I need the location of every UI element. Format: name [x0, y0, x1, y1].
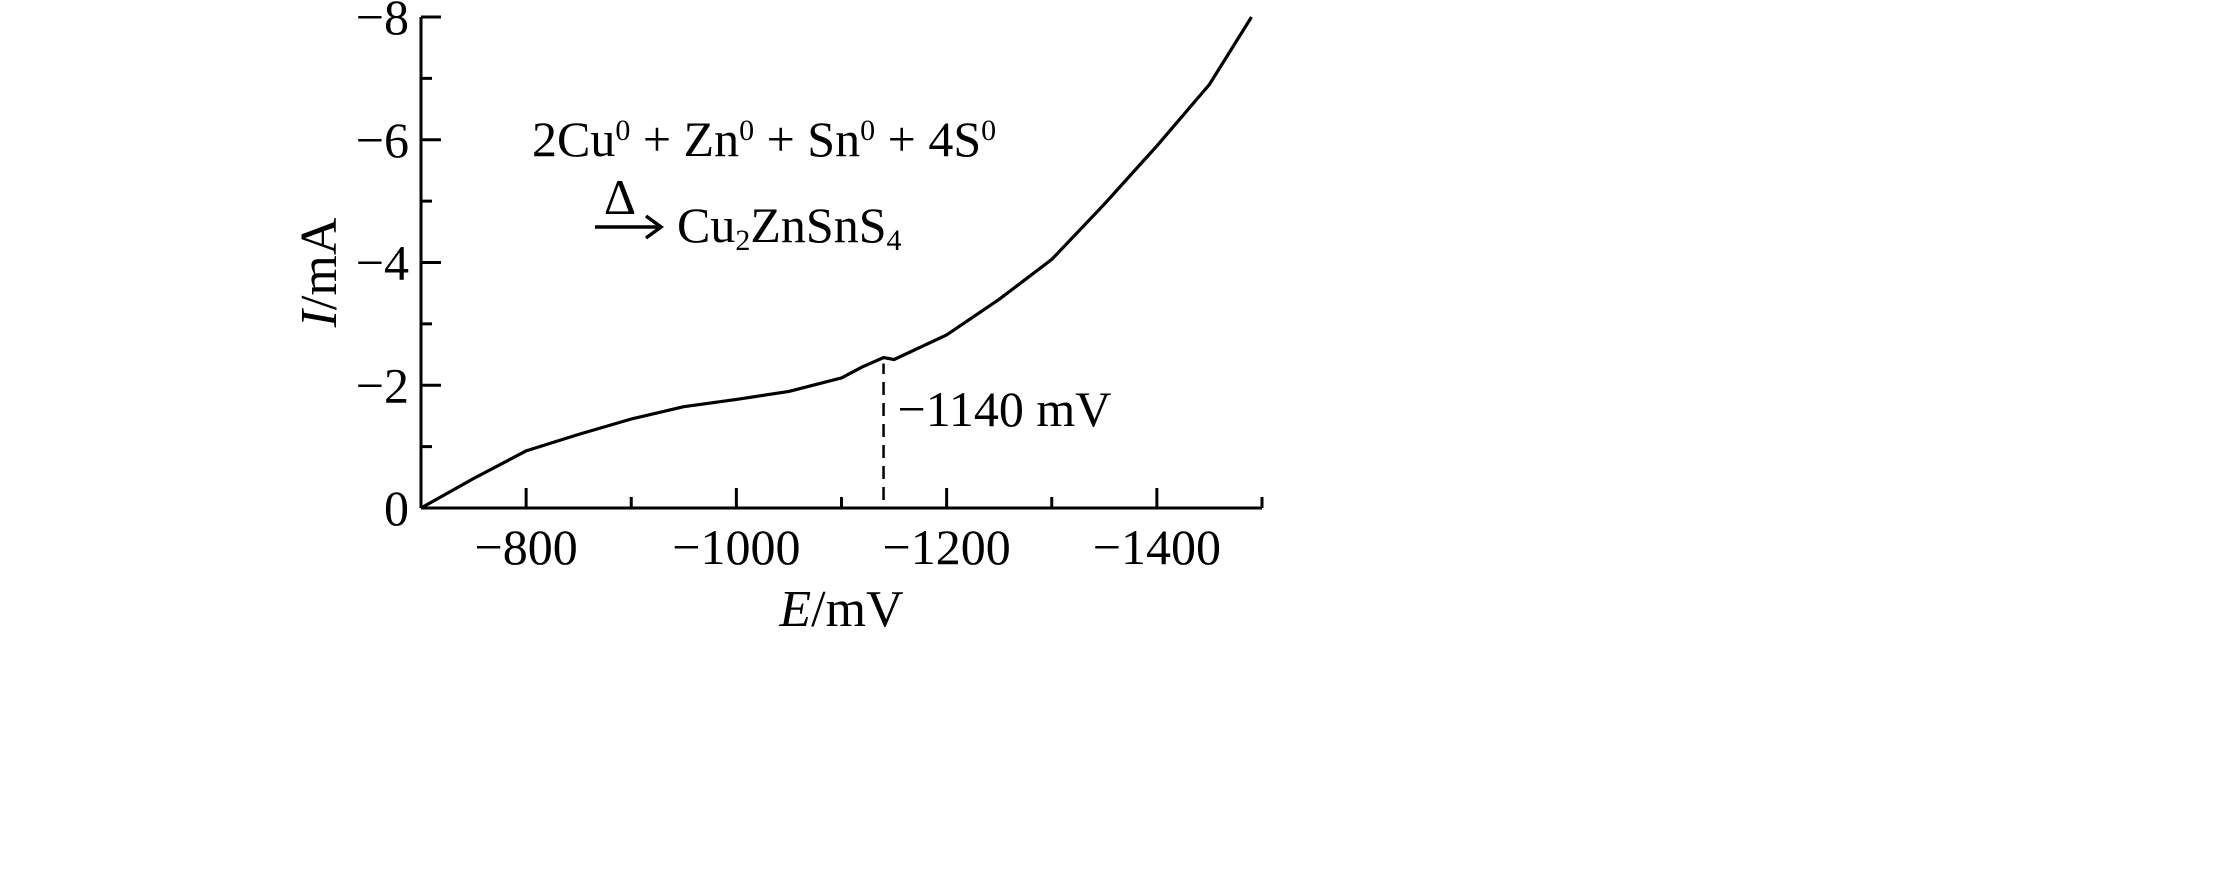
annotations: −1140 mV: [882, 363, 1112, 500]
x-axis-title: E/mV: [778, 581, 903, 638]
y-axis-title-unit: /mA: [291, 217, 348, 310]
equation-product: Cu2ZnSnS4: [677, 197, 902, 257]
equation-arrow-label: Δ: [604, 169, 636, 225]
equation-text: ZnSnS: [750, 197, 886, 253]
y-axis-title: I/mA: [291, 217, 348, 328]
x-tick-label: −1400: [1093, 519, 1221, 575]
equation-text: + Sn: [754, 111, 860, 167]
y-tick-label: 0: [384, 480, 409, 536]
equation-superscript: 0: [860, 114, 875, 147]
equation-subscript: 4: [887, 224, 902, 257]
y-tick-label: −4: [356, 235, 409, 291]
equation-text: + 4S: [875, 111, 981, 167]
y-tick-label: −2: [356, 357, 409, 413]
equation-text: 2Cu: [532, 111, 615, 167]
x-axis-title-var: E: [778, 581, 811, 638]
x-tick-label: −1200: [883, 519, 1011, 575]
equation-text: + Zn: [630, 111, 739, 167]
marker-label: −1140 mV: [898, 381, 1112, 437]
reaction-equation: 2Cu0 + Zn0 + Sn0 + 4S0 Δ Cu2ZnSnS4: [532, 111, 996, 257]
equation-superscript: 0: [615, 114, 630, 147]
y-axis-title-var: I: [291, 307, 348, 328]
axis-tick-labels: −800 −1000 −1200 −1400 0 −2 −4 −6 −8: [356, 0, 1221, 575]
equation-subscript: 2: [735, 224, 750, 257]
y-tick-label: −8: [356, 0, 409, 45]
series-line: [420, 16, 1253, 510]
x-tick-label: −1000: [672, 519, 800, 575]
equation-reactants: 2Cu0 + Zn0 + Sn0 + 4S0: [532, 111, 996, 167]
equation-arrow-head: [644, 214, 664, 240]
y-tick-label: −6: [356, 112, 409, 168]
x-axis-title-unit: /mV: [811, 581, 903, 638]
plot-frame: [419, 17, 1262, 510]
x-tick-label: −800: [475, 519, 578, 575]
axis-ticks: [419, 15, 1264, 510]
equation-text: Cu: [677, 197, 735, 253]
equation-superscript: 0: [981, 114, 996, 147]
equation-superscript: 0: [739, 114, 754, 147]
